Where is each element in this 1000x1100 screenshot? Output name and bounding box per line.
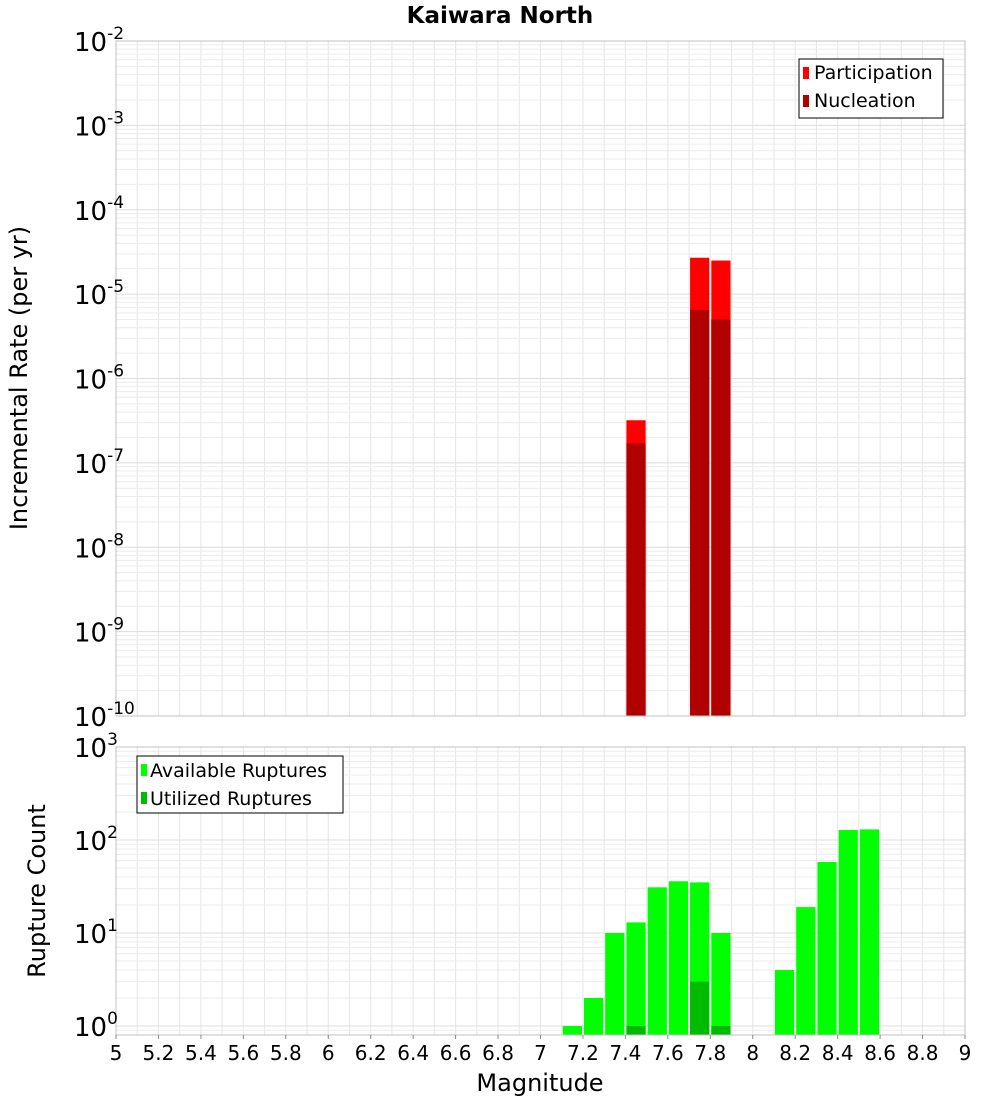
- legend-participation-label: Participation: [814, 62, 933, 84]
- legend-available-label: Available Ruptures: [150, 760, 327, 782]
- y-tick-exponent: -10: [107, 699, 135, 719]
- legend-available-swatch: [141, 764, 147, 776]
- nucleation-bar: [690, 309, 710, 716]
- x-tick-label: 8.6: [864, 1041, 896, 1065]
- y-tick-exponent: 0: [107, 1009, 118, 1029]
- bottom-y-axis-label: Rupture Count: [23, 804, 51, 978]
- y-tick-exponent: -3: [107, 108, 124, 128]
- nucleation-bar: [711, 319, 731, 716]
- available-ruptures-bar: [796, 907, 816, 1035]
- legend-nucleation-label: Nucleation: [814, 90, 916, 112]
- available-ruptures-bar: [838, 830, 858, 1035]
- utilized-ruptures-bar: [626, 1025, 646, 1035]
- legend-utilized-label: Utilized Ruptures: [150, 788, 312, 810]
- available-ruptures-bar: [711, 932, 731, 1035]
- utilized-ruptures-bar: [711, 1025, 731, 1035]
- y-tick-label: 101: [74, 916, 118, 950]
- available-ruptures-bar: [817, 861, 837, 1035]
- chart-title: Kaiwara North: [407, 3, 594, 29]
- y-tick-exponent: -9: [107, 615, 124, 635]
- x-tick-label: 7.6: [652, 1041, 684, 1065]
- y-tick-label: 10-8: [74, 530, 124, 564]
- y-tick-exponent: 3: [107, 730, 118, 750]
- bottom-plot-bars: [562, 829, 880, 1035]
- x-tick-label: 6.8: [482, 1041, 514, 1065]
- y-tick-label: 10-9: [74, 615, 124, 649]
- y-tick-label: 10-3: [74, 108, 124, 142]
- x-tick-label: 7: [534, 1041, 547, 1065]
- x-tick-label: 6.2: [355, 1041, 387, 1065]
- legend-nucleation-swatch: [803, 95, 809, 107]
- y-tick-label: 102: [74, 823, 118, 857]
- y-tick-exponent: -6: [107, 362, 124, 382]
- available-ruptures-bar: [583, 997, 604, 1035]
- legend-participation-swatch: [803, 67, 809, 79]
- x-tick-label: 5: [110, 1041, 123, 1065]
- nucleation-bar: [626, 443, 646, 716]
- x-tick-label: 7.4: [609, 1041, 641, 1065]
- x-tick-label: 6.6: [440, 1041, 472, 1065]
- top-legend-box: [798, 58, 944, 119]
- available-ruptures-bar: [626, 922, 646, 1035]
- y-tick-label: 10-2: [74, 24, 124, 58]
- x-tick-label: 5.2: [143, 1041, 175, 1065]
- y-tick-label: 100: [74, 1009, 118, 1043]
- y-tick-label: 10-6: [74, 362, 124, 396]
- x-tick-label: 8: [746, 1041, 759, 1065]
- top-plot-bars: [626, 257, 731, 716]
- legend-utilized-swatch: [141, 792, 147, 804]
- x-tick-label: 5.4: [185, 1041, 217, 1065]
- x-tick-label: 7.8: [694, 1041, 726, 1065]
- y-tick-label: 10-7: [74, 446, 124, 480]
- x-tick-label: 8.2: [779, 1041, 811, 1065]
- x-tick-label: 6.4: [397, 1041, 429, 1065]
- available-ruptures-bar: [774, 969, 795, 1035]
- x-tick-label: 8.8: [907, 1041, 939, 1065]
- y-tick-label: 10-10: [74, 699, 135, 733]
- x-tick-label: 5.8: [270, 1041, 302, 1065]
- available-ruptures-bar: [668, 881, 689, 1035]
- x-tick-label: 5.6: [227, 1041, 259, 1065]
- bottom-legend-box: [136, 755, 344, 814]
- y-tick-label: 103: [74, 730, 118, 764]
- top-legend: Participation Nucleation: [798, 58, 944, 119]
- top-plot-gridlines: [115, 40, 966, 717]
- top-plot-frame: [115, 40, 966, 717]
- y-tick-exponent: 2: [107, 823, 118, 843]
- available-ruptures-bar: [859, 829, 880, 1035]
- y-tick-exponent: -2: [107, 24, 124, 44]
- x-tick-label: 9: [959, 1041, 972, 1065]
- utilized-ruptures-bar: [690, 981, 710, 1035]
- bottom-legend: Available Ruptures Utilized Ruptures: [136, 755, 344, 814]
- x-tick-label: 6: [322, 1041, 335, 1065]
- x-axis-label: Magnitude: [476, 1069, 603, 1097]
- y-tick-exponent: -7: [107, 446, 124, 466]
- x-tick-label: 8.4: [822, 1041, 854, 1065]
- y-tick-exponent: -4: [107, 193, 124, 213]
- y-tick-exponent: -8: [107, 530, 124, 550]
- y-tick-exponent: 1: [107, 916, 118, 936]
- y-tick-label: 10-5: [74, 277, 124, 311]
- y-tick-label: 10-4: [74, 193, 124, 227]
- available-ruptures-bar: [647, 887, 667, 1035]
- x-tick-labels: 5 5.2 5.4 5.6 5.8 6 6.2 6.4 6.6 6.8 7 7.2 7.4 7.6 7.8 8…: [110, 1035, 972, 1065]
- y-tick-exponent: -5: [107, 277, 124, 297]
- top-y-axis-label: Incremental Rate (per yr): [5, 226, 33, 530]
- available-ruptures-bar: [562, 1025, 582, 1035]
- available-ruptures-bar: [605, 932, 625, 1035]
- x-tick-label: 7.2: [567, 1041, 599, 1065]
